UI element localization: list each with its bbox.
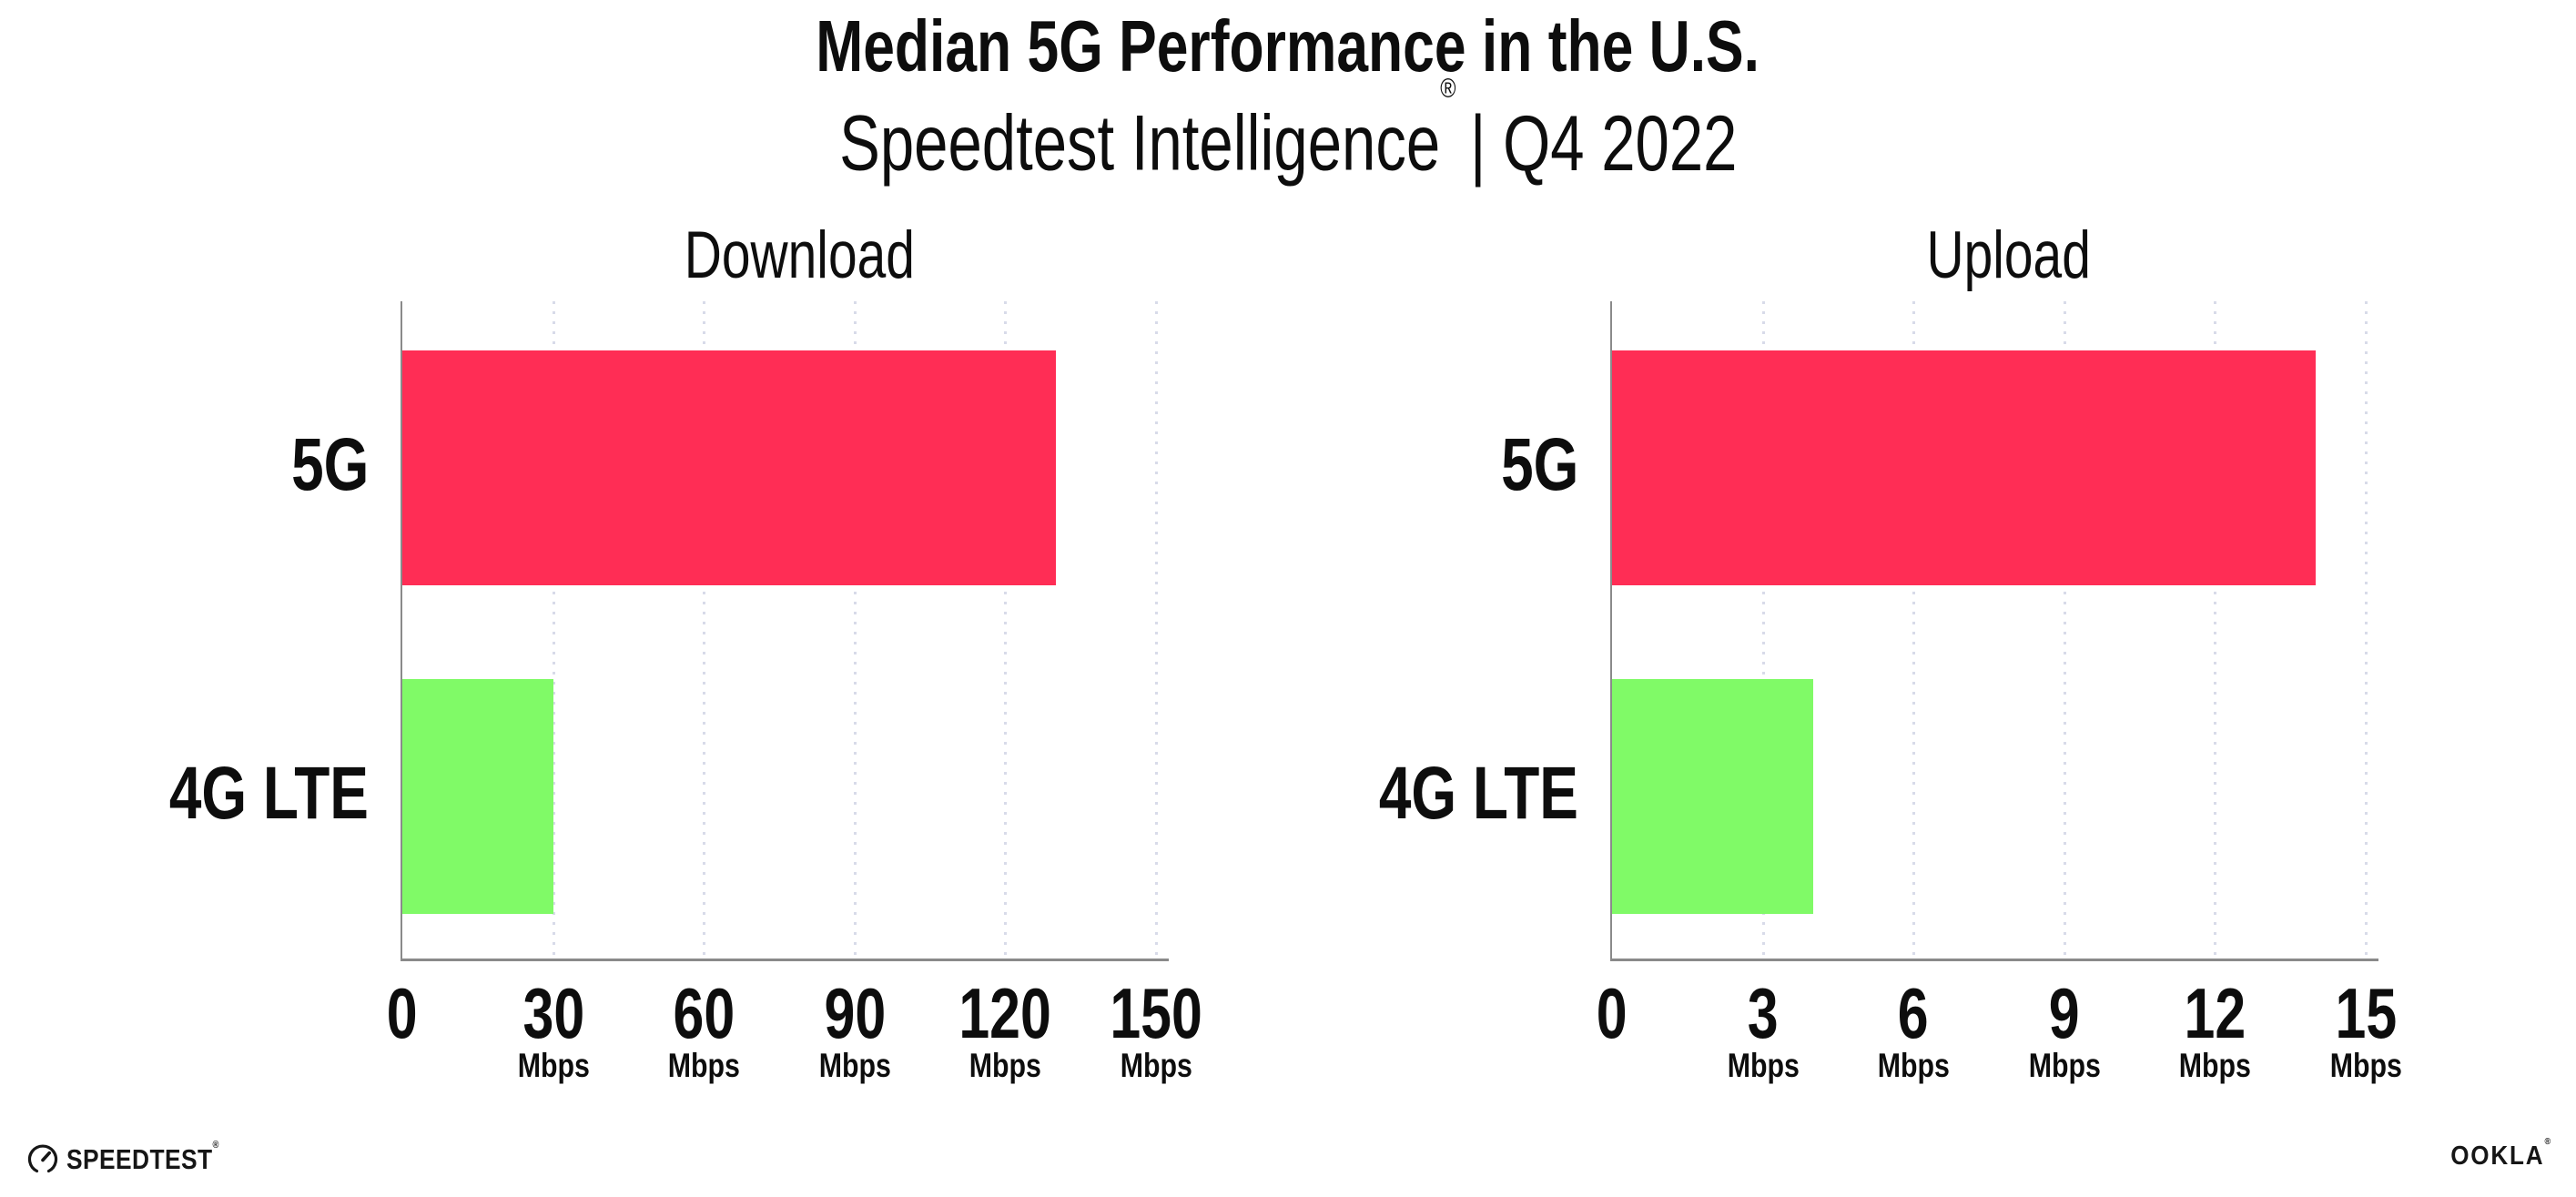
tick-label-15-upload: 15 Mbps <box>2266 978 2466 1082</box>
bar-4g-lte-download <box>402 679 553 914</box>
speedtest-gauge-icon <box>27 1144 58 1173</box>
category-label-5g-download: 5G <box>5 428 369 502</box>
gridline-15 <box>2365 301 2368 959</box>
page-title: Median 5G Performance in the U.S. <box>0 10 2576 83</box>
subtitle-period: | Q4 2022 <box>1469 99 1738 188</box>
tick-value: 90 <box>824 973 886 1053</box>
gridline-120 <box>1004 301 1008 959</box>
y-axis-upload <box>1610 301 1612 961</box>
tick-value: 12 <box>2184 973 2246 1053</box>
ookla-registered-mark-icon: ® <box>2544 1137 2551 1148</box>
tick-label-9-upload: 9 Mbps <box>1964 978 2165 1082</box>
category-label-text: 5G <box>1500 423 1578 506</box>
tick-unit: Mbps <box>1120 1047 1192 1084</box>
bar-4g-lte-upload <box>1612 679 1813 914</box>
tick-unit: Mbps <box>818 1047 891 1084</box>
tick-value: 150 <box>1110 973 1202 1053</box>
category-label-4g-lte-download: 4G LTE <box>5 756 369 831</box>
tick-unit: Mbps <box>1727 1047 1800 1084</box>
gridline-60 <box>703 301 706 959</box>
tick-value: 60 <box>673 973 735 1053</box>
tick-unit: Mbps <box>1877 1047 1950 1084</box>
tick-label-90-download: 90 Mbps <box>755 978 955 1082</box>
gridline-150 <box>1155 301 1158 959</box>
bar-5g-download <box>402 350 1056 585</box>
gridline-9 <box>2063 301 2066 959</box>
tick-value: 0 <box>1597 973 1628 1053</box>
tick-value: 15 <box>2335 973 2397 1053</box>
tick-value: 9 <box>2049 973 2080 1053</box>
speedtest-label: SPEEDTEST <box>66 1143 213 1175</box>
tick-unit: Mbps <box>969 1047 1041 1084</box>
category-label-text: 4G LTE <box>168 752 369 835</box>
registered-mark-icon: ® <box>1439 74 1456 104</box>
gridline-6 <box>1912 301 1916 959</box>
speedtest-wordmark: SPEEDTEST® <box>66 1139 246 1176</box>
speedtest-registered-mark-icon: ® <box>212 1139 219 1151</box>
tick-unit: Mbps <box>2329 1047 2402 1084</box>
upload-chart-title-text: Upload <box>1926 218 2092 292</box>
tick-value: 6 <box>1898 973 1929 1053</box>
page-subtitle: Speedtest Intelligence®| Q4 2022 <box>0 74 2576 183</box>
ookla-logo: OOKLA® <box>2358 1137 2551 1172</box>
tick-unit: Mbps <box>517 1047 590 1084</box>
subtitle-brand: Speedtest Intelligence <box>838 99 1440 188</box>
x-axis-upload <box>1610 959 2378 961</box>
tick-label-12-upload: 12 Mbps <box>2115 978 2315 1082</box>
ookla-label: OOKLA <box>2450 1141 2545 1171</box>
category-label-5g-upload: 5G <box>1214 428 1578 502</box>
tick-label-150-download: 150 Mbps <box>1056 978 1256 1082</box>
y-axis-download <box>401 301 402 961</box>
category-label-text: 5G <box>290 423 369 506</box>
tick-value: 120 <box>958 973 1051 1053</box>
category-label-4g-lte-upload: 4G LTE <box>1214 756 1578 831</box>
tick-label-60-download: 60 Mbps <box>603 978 804 1082</box>
tick-label-0-download: 0 <box>302 978 502 1049</box>
tick-label-120-download: 120 Mbps <box>905 978 1105 1082</box>
tick-label-30-download: 30 Mbps <box>453 978 654 1082</box>
category-label-text: 4G LTE <box>1378 752 1578 835</box>
gridline-30 <box>552 301 555 959</box>
tick-label-6-upload: 6 Mbps <box>1813 978 2013 1082</box>
tick-value: 0 <box>387 973 418 1053</box>
bar-5g-upload <box>1612 350 2316 585</box>
tick-value: 3 <box>1748 973 1779 1053</box>
tick-label-0-upload: 0 <box>1512 978 1712 1049</box>
upload-chart-title: Upload <box>1612 222 2406 289</box>
gridline-12 <box>2214 301 2217 959</box>
tick-unit: Mbps <box>2178 1047 2251 1084</box>
download-chart-title: Download <box>402 222 1196 289</box>
gridline-3 <box>1761 301 1765 959</box>
tick-unit: Mbps <box>667 1047 740 1084</box>
page-subtitle-text: Speedtest Intelligence®| Q4 2022 <box>839 74 1737 183</box>
tick-value: 30 <box>522 973 584 1053</box>
gridline-90 <box>853 301 857 959</box>
download-chart-title-text: Download <box>684 218 915 292</box>
speedtest-logo: SPEEDTEST® <box>27 1139 246 1176</box>
tick-label-3-upload: 3 Mbps <box>1663 978 1863 1082</box>
page-title-text: Median 5G Performance in the U.S. <box>816 5 1760 86</box>
x-axis-download <box>401 959 1169 961</box>
tick-unit: Mbps <box>2028 1047 2101 1084</box>
